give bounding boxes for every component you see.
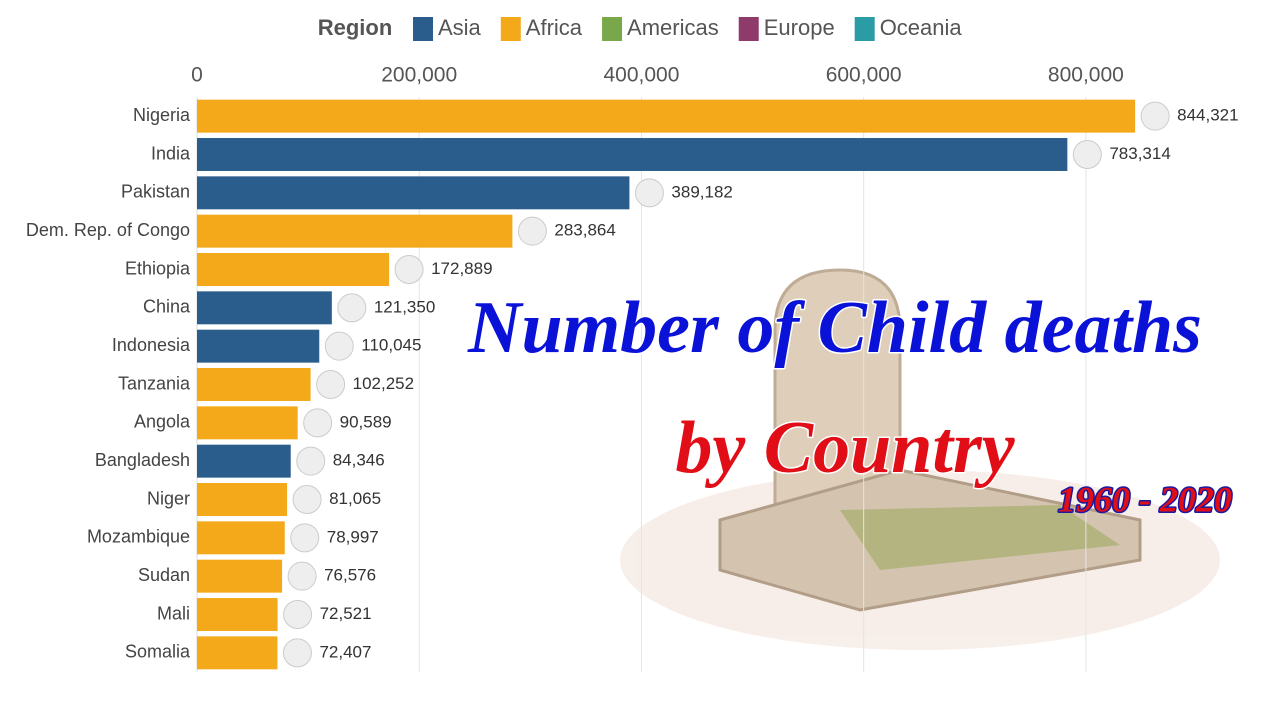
flag-icon xyxy=(282,638,312,668)
y-tick-label: Angola xyxy=(134,412,191,432)
x-tick-label: 0 xyxy=(191,64,203,87)
y-tick-label: Somalia xyxy=(125,642,191,662)
value-label: 81,065 xyxy=(329,489,381,508)
legend-label: Asia xyxy=(438,15,482,40)
flag-icon xyxy=(324,331,354,361)
bar xyxy=(197,99,1136,133)
bar xyxy=(197,598,278,631)
y-tick-label: Pakistan xyxy=(121,182,190,202)
value-label: 84,346 xyxy=(333,451,385,470)
flag-icon xyxy=(316,370,346,399)
bar xyxy=(197,406,298,440)
value-label: 76,576 xyxy=(324,566,376,585)
flag-icon xyxy=(394,255,424,284)
bar xyxy=(197,291,332,325)
y-tick-label: China xyxy=(143,297,191,317)
bar xyxy=(197,176,630,210)
value-label: 389,182 xyxy=(671,182,732,201)
x-tick-label: 400,000 xyxy=(603,64,679,87)
y-tick-label: Indonesia xyxy=(112,335,191,355)
bar xyxy=(197,214,513,248)
bar xyxy=(197,253,390,286)
legend-title: Region xyxy=(318,15,393,40)
flag-icon xyxy=(634,178,664,208)
flag-icon xyxy=(290,523,320,553)
value-label: 72,521 xyxy=(320,604,372,623)
y-tick-label: Niger xyxy=(147,488,190,508)
y-tick-label: India xyxy=(151,143,191,163)
value-label: 283,864 xyxy=(554,221,615,240)
x-tick-label: 200,000 xyxy=(381,64,457,87)
y-tick-label: Mali xyxy=(157,603,190,623)
y-tick-label: Sudan xyxy=(138,565,190,585)
x-tick-label: 600,000 xyxy=(826,64,902,87)
title-line-1: Number of Child deaths xyxy=(467,287,1202,369)
value-label: 72,407 xyxy=(319,642,371,661)
value-label: 78,997 xyxy=(327,527,379,546)
y-tick-label: Nigeria xyxy=(133,105,191,125)
bar xyxy=(197,329,320,363)
flag-icon xyxy=(1140,101,1170,131)
title-line-2: by Country xyxy=(675,407,1015,489)
legend-label: Americas xyxy=(627,15,719,40)
bar xyxy=(197,559,283,593)
value-label: 121,350 xyxy=(374,297,435,316)
legend-label: Africa xyxy=(526,15,583,40)
value-label: 102,252 xyxy=(353,374,414,393)
flag-icon xyxy=(287,561,317,591)
bar xyxy=(197,444,291,478)
flag-icon xyxy=(303,408,333,438)
year-range: 1960 - 2020 xyxy=(1058,479,1232,519)
legend-label: Oceania xyxy=(880,15,963,40)
x-tick-label: 800,000 xyxy=(1048,64,1124,87)
legend-swatch xyxy=(413,17,433,41)
value-label: 110,045 xyxy=(361,336,421,355)
value-label: 783,314 xyxy=(1109,144,1170,163)
bar xyxy=(197,138,1068,171)
flag-icon xyxy=(337,293,367,323)
flag-icon xyxy=(283,600,313,629)
y-tick-label: Ethiopia xyxy=(125,258,191,278)
value-label: 90,589 xyxy=(340,412,392,431)
flag-icon xyxy=(292,485,322,514)
flag-icon xyxy=(1072,140,1102,169)
y-tick-label: Bangladesh xyxy=(95,450,190,470)
bar xyxy=(197,483,288,516)
legend-swatch xyxy=(738,17,759,41)
legend-label: Europe xyxy=(764,15,835,40)
value-label: 172,889 xyxy=(431,259,492,278)
bar xyxy=(197,368,311,401)
y-tick-label: Tanzania xyxy=(118,373,191,393)
value-label: 844,321 xyxy=(1177,106,1238,125)
flag-icon xyxy=(517,216,547,246)
legend-swatch xyxy=(500,17,521,41)
legend-swatch xyxy=(854,17,875,41)
flag-icon xyxy=(296,446,326,476)
y-tick-label: Mozambique xyxy=(87,527,190,547)
bar xyxy=(197,521,285,555)
bar xyxy=(197,636,278,670)
y-tick-label: Dem. Rep. of Congo xyxy=(26,220,190,240)
legend-swatch xyxy=(602,17,623,41)
tombstone-illustration xyxy=(620,268,1220,650)
